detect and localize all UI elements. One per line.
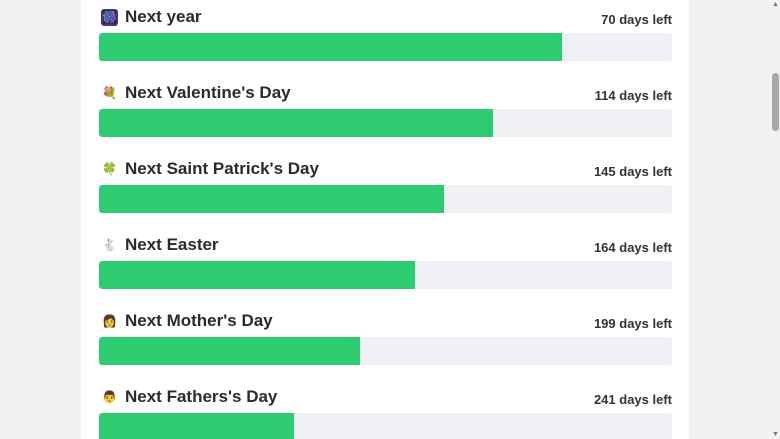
progress-fill [99, 185, 444, 213]
countdown-row-mothers-day: 👩 Next Mother's Day 199 days left [99, 308, 672, 368]
countdown-header: 💐 Next Valentine's Day 114 days left [99, 80, 672, 106]
days-left-label: 145 days left [593, 164, 672, 179]
scroll-up-arrow-icon[interactable]: ▲ [772, 1, 779, 8]
days-left-label: 241 days left [593, 392, 672, 407]
progress-fill [99, 261, 415, 289]
mother-icon: 👩 [102, 314, 117, 328]
countdown-header: 🍀 Next Saint Patrick's Day 145 days left [99, 156, 672, 182]
countdown-row-saint-patricks-day: 🍀 Next Saint Patrick's Day 145 days left [99, 156, 672, 216]
days-left-label: 70 days left [601, 12, 672, 27]
countdown-row-easter: 🐇 Next Easter 164 days left [99, 232, 672, 292]
rabbit-icon: 🐇 [102, 238, 117, 252]
countdown-header: 👩 Next Mother's Day 199 days left [99, 308, 672, 334]
days-left-label: 114 days left [594, 88, 672, 103]
progress-track [99, 109, 672, 137]
progress-fill [99, 33, 562, 61]
countdown-title: Next Valentine's Day [125, 83, 291, 102]
countdown-row-valentines-day: 💐 Next Valentine's Day 114 days left [99, 80, 672, 140]
countdown-header: 🎆 Next year 70 days left [99, 4, 672, 30]
progress-track [99, 33, 672, 61]
progress-track [99, 337, 672, 365]
countdown-title: Next Fathers's Day [125, 387, 278, 406]
countdown-title: Next year [125, 7, 202, 26]
countdown-title: Next Saint Patrick's Day [125, 159, 319, 178]
countdown-title: Next Easter [125, 235, 219, 254]
countdown-title: Next Mother's Day [125, 311, 273, 330]
progress-fill [99, 109, 493, 137]
progress-track [99, 413, 672, 439]
countdown-header: 🐇 Next Easter 164 days left [99, 232, 672, 258]
scroll-down-arrow-icon[interactable]: ▼ [772, 431, 779, 438]
scrollbar-thumb[interactable] [772, 73, 779, 131]
progress-track [99, 261, 672, 289]
progress-fill [99, 413, 294, 439]
progress-fill [99, 337, 360, 365]
days-left-label: 199 days left [593, 316, 672, 331]
progress-track [99, 185, 672, 213]
days-left-label: 164 days left [593, 240, 672, 255]
countdown-header: 👨 Next Fathers's Day 241 days left [99, 384, 672, 410]
countdown-row-fathers-day: 👨 Next Fathers's Day 241 days left [99, 384, 672, 439]
vertical-scrollbar[interactable]: ▲ ▼ [771, 0, 780, 439]
four-leaf-clover-icon: 🍀 [102, 162, 117, 176]
heart-bouquet-icon: 💐 [102, 86, 117, 100]
father-icon: 👨 [102, 390, 117, 404]
fireworks-icon: 🎆 [101, 9, 118, 26]
countdown-row-next-year: 🎆 Next year 70 days left [99, 4, 672, 64]
countdown-list: 🎆 Next year 70 days left 💐 Next Valentin… [81, 0, 689, 439]
